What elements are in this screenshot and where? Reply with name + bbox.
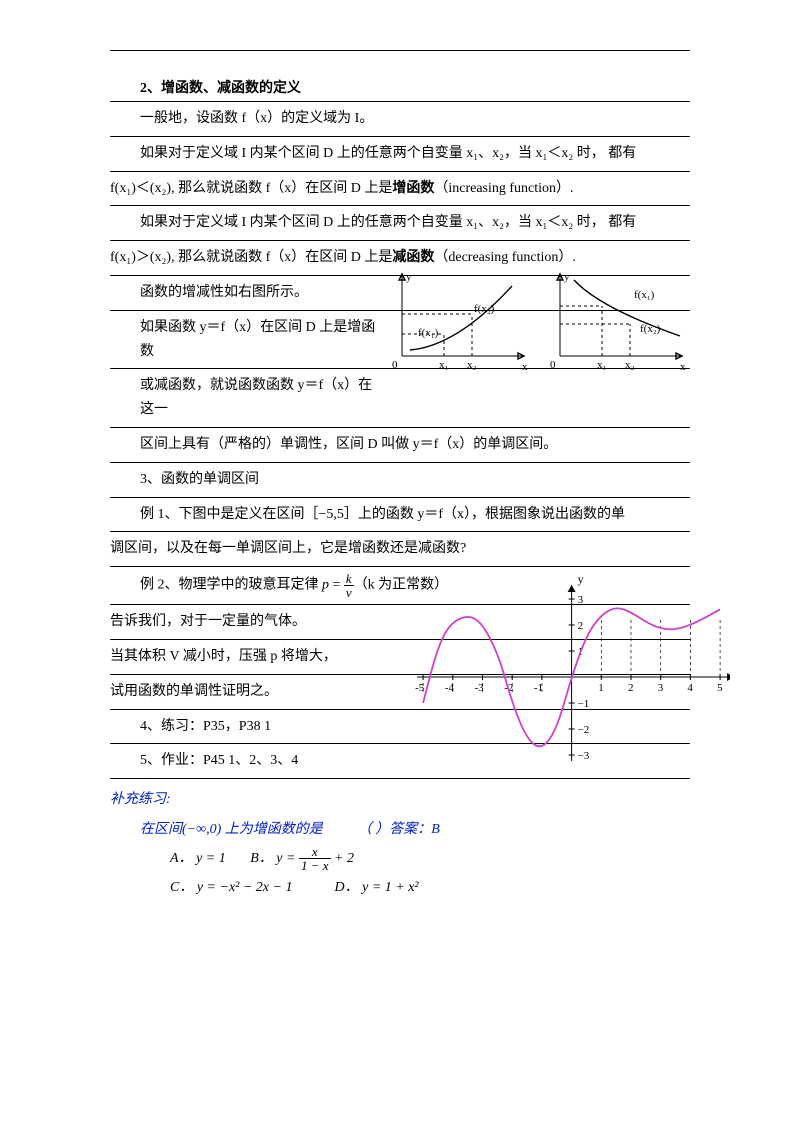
option-b-eq: y = x1 − x + 2 bbox=[276, 851, 354, 866]
document-page: 2、增函数、减函数的定义 一般地，设函数 f（x）的定义域为 I。 如果对于定义… bbox=[0, 0, 800, 1132]
function-curve-graph: -5-4-3-2-112345−3−2−1123xy bbox=[400, 567, 730, 767]
svg-text:2: 2 bbox=[628, 682, 634, 694]
text: f(x₁)＜(x₂), 那么就说函数 f（x）在区间 D 上是 bbox=[110, 181, 392, 196]
svg-text:0: 0 bbox=[550, 359, 556, 371]
para-inc-result: f(x₁)＜(x₂), 那么就说函数 f（x）在区间 D 上是增函数（incre… bbox=[110, 172, 690, 207]
para-general: 一般地，设函数 f（x）的定义域为 I。 bbox=[110, 102, 690, 137]
svg-text:y: y bbox=[406, 271, 412, 283]
big-graph-overlay: -5-4-3-2-112345−3−2−1123xy bbox=[400, 567, 730, 772]
example-1b: 调区间，以及在每一单调区间上，它是增函数还是减函数? bbox=[110, 532, 690, 567]
svg-text:f(x₁): f(x₁) bbox=[418, 327, 439, 339]
svg-text:3: 3 bbox=[658, 682, 664, 694]
svg-text:-5: -5 bbox=[415, 682, 425, 694]
top-rule bbox=[110, 50, 690, 51]
option-row-cd: C． y = −x² − 2x − 1 D． y = 1 + x² bbox=[110, 873, 690, 902]
svg-text:f(x₁): f(x₁) bbox=[634, 289, 655, 301]
svg-text:−1: −1 bbox=[578, 698, 590, 710]
section-title: 2、增函数、减函数的定义 bbox=[110, 73, 690, 102]
option-row-ab: A． y = 1 B． y = x1 − x + 2 bbox=[110, 844, 690, 873]
svg-text:4: 4 bbox=[687, 682, 693, 694]
text: = bbox=[329, 578, 344, 593]
svg-text:x₂: x₂ bbox=[625, 359, 635, 371]
example-2-block: -5-4-3-2-112345−3−2−1123xy 例 2、物理学中的玻意耳定… bbox=[110, 567, 690, 779]
supplement-question: 在区间(−∞,0) 上为增函数的是 bbox=[140, 822, 323, 837]
para-inc-cond: 如果对于定义域 I 内某个区间 D 上的任意两个自变量 x₁、x₂，当 x₁＜x… bbox=[110, 137, 690, 172]
text: y = bbox=[276, 851, 299, 866]
svg-text:x₁: x₁ bbox=[597, 359, 607, 371]
para-strict-monotone: 区间上具有（严格的）单调性，区间 D 叫做 y＝f（x）的单调区间。 bbox=[110, 428, 690, 463]
graph-block: yx0f(x₁)f(x₂)x₁x₂ yx0f(x₁)f(x₂)x₁x₂ 函数的增… bbox=[110, 276, 690, 428]
svg-text:x: x bbox=[522, 361, 528, 373]
text: + 2 bbox=[331, 851, 354, 866]
option-a-eq: y = 1 bbox=[196, 851, 226, 866]
frac-num: k bbox=[344, 572, 354, 586]
svg-text:f(x₂): f(x₂) bbox=[474, 303, 495, 315]
svg-text:3: 3 bbox=[578, 594, 584, 606]
bold-decreasing: 减函数 bbox=[392, 250, 434, 265]
svg-text:-4: -4 bbox=[445, 682, 455, 694]
supplement-answer: （ ）答案：B bbox=[358, 822, 440, 837]
example-1a: 例 1、下图中是定义在区间［−5,5］上的函数 y＝f（x），根据图象说出函数的… bbox=[110, 498, 690, 533]
svg-text:f(x₂): f(x₂) bbox=[640, 323, 661, 335]
bold-increasing: 增函数 bbox=[392, 181, 434, 196]
text: f(x₁)＞(x₂), 那么就说函数 f（x）在区间 D 上是 bbox=[110, 250, 392, 265]
option-c-label: C． bbox=[170, 880, 193, 895]
increasing-graph: y x 0 f(x₁) f(x₂) x₁ x₂ bbox=[382, 268, 532, 378]
fraction-b: x1 − x bbox=[299, 845, 331, 872]
supplement-block: 补充练习: 在区间(−∞,0) 上为增函数的是 （ ）答案：B A． y = 1… bbox=[110, 779, 690, 903]
svg-text:2: 2 bbox=[578, 620, 584, 632]
para-dec-cond: 如果对于定义域 I 内某个区间 D 上的任意两个自变量 x₁、x₂，当 x₁＜x… bbox=[110, 206, 690, 241]
option-c-eq: y = −x² − 2x − 1 bbox=[197, 880, 293, 895]
svg-text:x: x bbox=[680, 361, 686, 373]
frac-den: v bbox=[344, 586, 354, 599]
svg-text:−3: −3 bbox=[578, 750, 590, 762]
supplement-title: 补充练习: bbox=[110, 785, 690, 814]
fraction-k-over-v: kv bbox=[344, 572, 354, 599]
text: 例 2、物理学中的玻意耳定律 bbox=[140, 578, 322, 593]
var-p: p bbox=[322, 578, 329, 593]
para-or-decreasing: 或减函数，就说函数函数 y＝f（x）在这一 bbox=[110, 369, 380, 427]
option-d-label: D． bbox=[334, 880, 358, 895]
decreasing-graph: y x 0 f(x₁) f(x₂) x₁ x₂ bbox=[540, 268, 690, 378]
svg-text:y: y bbox=[564, 271, 570, 283]
svg-text:-1: -1 bbox=[534, 682, 543, 694]
text: （decreasing function）. bbox=[434, 250, 576, 265]
svg-text:5: 5 bbox=[717, 682, 723, 694]
section-3: 3、函数的单调区间 bbox=[110, 463, 690, 498]
svg-text:0: 0 bbox=[392, 359, 398, 371]
option-a-label: A． bbox=[170, 851, 193, 866]
svg-text:1: 1 bbox=[598, 682, 604, 694]
frac-num: x bbox=[299, 845, 331, 859]
option-b-label: B． bbox=[250, 851, 273, 866]
frac-den: 1 − x bbox=[299, 859, 331, 872]
svg-text:−2: −2 bbox=[578, 724, 590, 736]
svg-text:x₁: x₁ bbox=[439, 359, 449, 371]
text: （increasing function）. bbox=[434, 181, 573, 196]
para-graph-ref: 函数的增减性如右图所示。 bbox=[110, 276, 380, 310]
svg-text:-3: -3 bbox=[475, 682, 485, 694]
small-graphs-overlay: y x 0 f(x₁) f(x₂) x₁ x₂ y x 0 f(x₁) f(x₂) x₁ x₂ bbox=[382, 268, 690, 378]
svg-text:x₂: x₂ bbox=[467, 359, 477, 371]
option-d-eq: y = 1 + x² bbox=[362, 880, 419, 895]
para-if-increasing: 如果函数 y＝f（x）在区间 D 上是增函数 bbox=[110, 311, 380, 369]
svg-text:y: y bbox=[578, 572, 584, 586]
